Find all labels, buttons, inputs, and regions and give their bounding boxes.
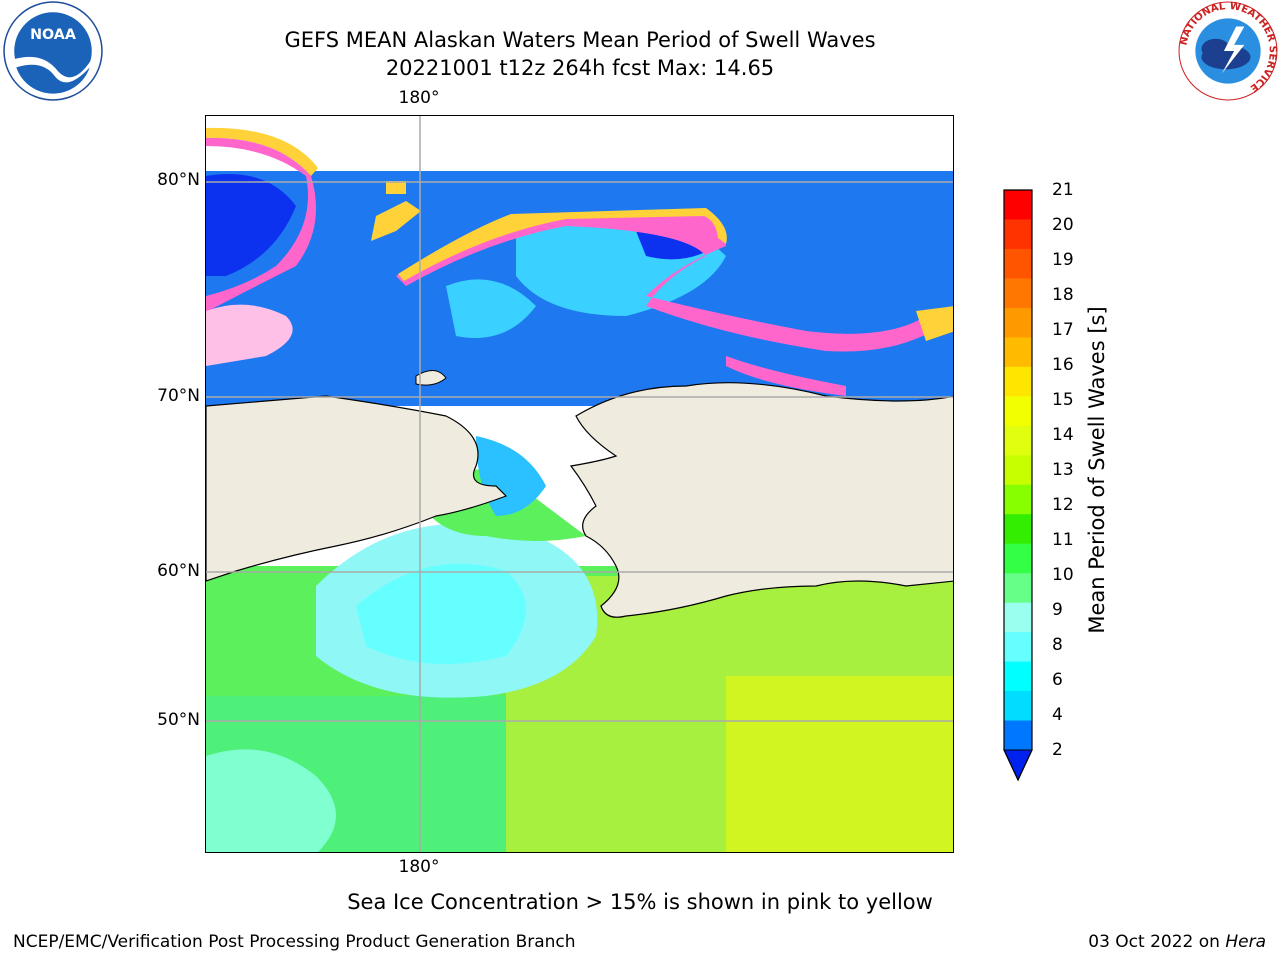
- lon-label-bottom: 180°: [398, 857, 440, 877]
- noaa-logo-text: NOAA: [30, 27, 76, 43]
- colorbar-tick-label: 18: [1052, 285, 1074, 305]
- colorbar-tick-label: 15: [1052, 390, 1074, 410]
- colorbar-tick-label: 2: [1052, 740, 1063, 760]
- lat-label-70: 70°N: [157, 386, 200, 406]
- colorbar-tick-label: 16: [1052, 355, 1074, 375]
- colorbar-segment: [1004, 484, 1032, 515]
- colorbar-segment: [1004, 573, 1032, 604]
- colorbar-tick-label: 4: [1052, 705, 1063, 725]
- colorbar-segment: [1004, 190, 1032, 220]
- colorbar-tick-label: 6: [1052, 670, 1063, 690]
- colorbar-segment: [1004, 337, 1032, 368]
- lon-label-top: 180°: [398, 88, 440, 108]
- colorbar-segment: [1004, 691, 1032, 722]
- colorbar-segment: [1004, 307, 1032, 338]
- footer-date-text: 03 Oct 2022 on: [1088, 932, 1226, 952]
- colorbar-segment: [1004, 396, 1032, 427]
- colorbar: [1003, 189, 1033, 782]
- colorbar-tick-label: 10: [1052, 565, 1074, 585]
- lat-label-80: 80°N: [157, 170, 200, 190]
- lat-label-50: 50°N: [157, 710, 200, 730]
- colorbar-tick-label: 20: [1052, 215, 1074, 235]
- footer-machine: Hera: [1225, 932, 1266, 952]
- map-subtitle: 20221001 t12z 264h fcst Max: 14.65: [385, 56, 775, 80]
- colorbar-segment: [1004, 661, 1032, 692]
- colorbar-tick-label: 19: [1052, 250, 1074, 270]
- swell-period-map: [206, 116, 953, 852]
- colorbar-tick-label: 9: [1052, 600, 1063, 620]
- footer-branch: NCEP/EMC/Verification Post Processing Pr…: [13, 932, 576, 952]
- lat-label-60: 60°N: [157, 561, 200, 581]
- colorbar-extend-arrow: [1003, 749, 1033, 782]
- colorbar-label: Mean Period of Swell Waves [s]: [1085, 306, 1109, 634]
- colorbar-segment: [1004, 455, 1032, 486]
- sea-ice-edge-north: [396, 216, 953, 352]
- colorbar-tick-label: 17: [1052, 320, 1074, 340]
- colorbar-tick-label: 12: [1052, 495, 1074, 515]
- colorbar-segment: [1004, 632, 1032, 663]
- colorbar-tick-label: 8: [1052, 635, 1063, 655]
- colorbar-segment: [1004, 219, 1032, 250]
- colorbar-segment: [1004, 720, 1032, 751]
- sea-ice-edge-west: [206, 137, 316, 312]
- colorbar-segment: [1004, 514, 1032, 545]
- alaska-land: [569, 382, 953, 618]
- map-panel: [205, 115, 954, 853]
- colorbar-tick-label: 13: [1052, 460, 1074, 480]
- colorbar-segment: [1004, 278, 1032, 309]
- chukotka-land: [206, 395, 508, 582]
- map-title: GEFS MEAN Alaskan Waters Mean Period of …: [284, 28, 876, 52]
- national-weather-service-logo-icon: NATIONAL WEATHER SERVICE: [1178, 1, 1278, 101]
- colorbar-tick-label: 14: [1052, 425, 1074, 445]
- colorbar-segment: [1004, 425, 1032, 456]
- colorbar-segment: [1004, 543, 1032, 574]
- colorbar-segment: [1004, 366, 1032, 397]
- colorbar-segment: [1004, 248, 1032, 279]
- colorbar-tick-label: 21: [1052, 180, 1074, 200]
- footer-date: 03 Oct 2022 on Hera: [1088, 932, 1266, 952]
- colorbar-tick-label: 11: [1052, 530, 1074, 550]
- colorbar-border: [1003, 189, 1033, 782]
- sea-ice-note: Sea Ice Concentration > 15% is shown in …: [347, 890, 933, 914]
- graticule: [206, 116, 953, 852]
- noaa-logo-icon: NOAA: [3, 1, 103, 101]
- colorbar-segment: [1004, 602, 1032, 633]
